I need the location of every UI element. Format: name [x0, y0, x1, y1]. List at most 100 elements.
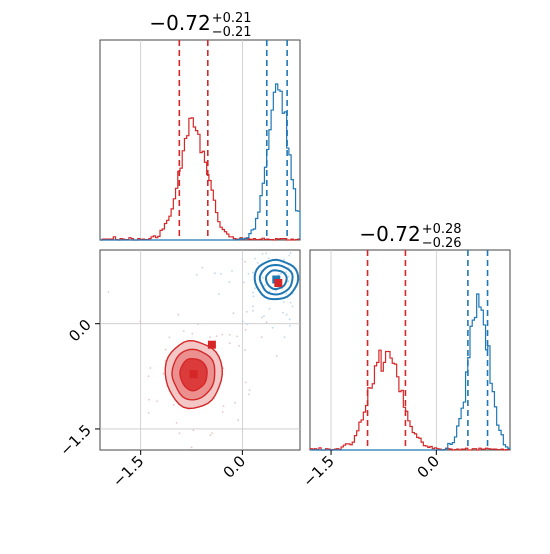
- scatter-point: [260, 336, 263, 339]
- scatter-point: [262, 276, 264, 279]
- scatter-point: [209, 336, 212, 339]
- scatter-point: [264, 284, 266, 287]
- scatter-point: [201, 266, 204, 269]
- scatter-point: [221, 333, 224, 336]
- scatter-point: [288, 254, 291, 257]
- hist-panel-2-title-plus: +0.28: [422, 222, 462, 237]
- scatter-point: [246, 311, 248, 313]
- hist-panel-1-title-plus: +0.21: [212, 11, 252, 26]
- scatter-point: [261, 253, 264, 255]
- scatter-point: [149, 367, 152, 369]
- scatter-point: [221, 411, 224, 413]
- scatter-point: [288, 318, 291, 321]
- scatter-point: [220, 273, 222, 275]
- scatter-point: [214, 272, 216, 275]
- scatter-point: [191, 332, 194, 335]
- scatter-point: [218, 293, 220, 295]
- hist-series-blue: [100, 83, 301, 241]
- scatter-point: [291, 305, 294, 308]
- scatter-point: [168, 336, 171, 339]
- scatter-point: [277, 273, 280, 276]
- scatter-point: [228, 334, 231, 336]
- scatter-point: [280, 272, 282, 275]
- scatter-point: [195, 273, 198, 276]
- contour-level-blue: [264, 269, 288, 291]
- scatter-point: [209, 434, 212, 437]
- scatter-point: [232, 312, 235, 315]
- scatter-point: [139, 320, 142, 323]
- scatter-point: [285, 313, 288, 316]
- scatter-point: [252, 305, 254, 308]
- hist-series-red: [100, 117, 301, 241]
- scatter-point: [248, 389, 251, 392]
- contour-level-blue: [253, 258, 300, 301]
- scatter-point: [282, 311, 284, 314]
- scatter-point: [231, 270, 233, 272]
- scatter-point: [287, 275, 290, 278]
- y-tick-label: 0.0: [65, 316, 95, 346]
- marker-red: [274, 279, 283, 287]
- scatter-point: [252, 295, 255, 298]
- marker-red: [189, 370, 198, 379]
- scatter-point: [285, 293, 288, 295]
- scatter-point: [252, 271, 254, 274]
- contour-panel: −1.5 0.0 0.0 −1.5: [56, 249, 301, 491]
- scatter-point: [172, 404, 175, 406]
- scatter-point: [147, 412, 150, 414]
- scatter-point: [247, 272, 250, 275]
- scatter-point: [244, 329, 247, 331]
- scatter-point: [237, 419, 240, 422]
- hist-panel-2-title: −0.72: [359, 222, 420, 246]
- hist-panel-2-frame: [309, 249, 511, 451]
- scatter-point: [256, 262, 259, 264]
- hist-series-red: [309, 349, 511, 451]
- hist-panel-2-title-minus: −0.26: [422, 236, 462, 251]
- scatter-point: [238, 344, 241, 347]
- scatter-point: [283, 336, 286, 339]
- scatter-point: [246, 323, 249, 326]
- scatter-point: [252, 291, 255, 294]
- scatter-point: [275, 289, 277, 292]
- marker-red: [207, 340, 216, 349]
- scatter-point: [267, 257, 270, 260]
- scatter-point: [268, 308, 271, 310]
- scatter-point: [285, 271, 287, 273]
- scatter-point: [261, 316, 263, 319]
- scatter-point: [164, 348, 167, 351]
- scatter-point: [254, 257, 256, 260]
- scatter-point: [190, 446, 193, 449]
- scatter-point: [244, 349, 246, 351]
- scatter-point: [107, 291, 110, 293]
- scatter-point: [275, 355, 278, 357]
- scatter-point: [234, 401, 236, 404]
- scatter-point: [148, 398, 151, 401]
- scatter-point: [228, 281, 231, 283]
- y-tick-label: −1.5: [56, 421, 94, 459]
- hist-panel-1: −0.72 +0.21 −0.21: [99, 11, 301, 241]
- scatter-point: [283, 258, 285, 261]
- scatter-point: [228, 342, 231, 345]
- scatter-point: [265, 252, 268, 255]
- scatter-point: [147, 375, 150, 378]
- hist-panel-1-title: −0.72: [149, 11, 210, 35]
- scatter-point: [289, 252, 292, 254]
- scatter-point: [248, 393, 250, 396]
- scatter-point: [215, 335, 218, 337]
- scatter-point: [211, 432, 214, 434]
- hist-panel-2-title-value: −0.72: [359, 222, 420, 246]
- scatter-point: [236, 335, 239, 338]
- hist-panel-2: −1.5 0.0 −0.72 +0.28 −0.26: [299, 222, 511, 491]
- scatter-point: [252, 309, 254, 312]
- scatter-point: [241, 320, 244, 323]
- scatter-point: [244, 381, 247, 384]
- scatter-point: [268, 290, 271, 293]
- hist-panel-1-title-minus: −0.21: [212, 25, 252, 40]
- scatter-point: [241, 258, 244, 261]
- x-tick-label: −1.5: [109, 452, 147, 490]
- scatter-point: [242, 281, 245, 284]
- contour-level-blue: [258, 263, 294, 296]
- scatter-point: [271, 326, 274, 329]
- scatter-point: [222, 367, 225, 370]
- scatter-point: [182, 330, 185, 332]
- scatter-point: [289, 324, 291, 327]
